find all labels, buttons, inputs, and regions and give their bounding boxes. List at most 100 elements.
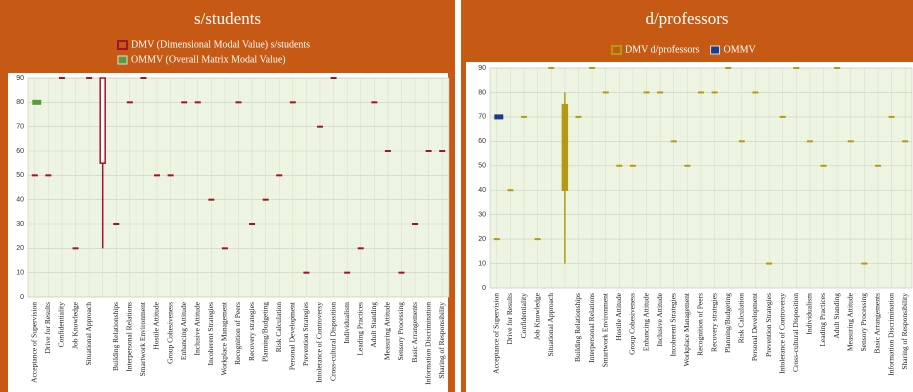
x-tick-label: Acceptance of Supervision	[30, 302, 39, 383]
y-tick-label: 0	[20, 294, 24, 301]
dmv-marker	[72, 247, 79, 250]
dmv-marker	[289, 101, 296, 104]
x-tick-label: Sharing of Responsibility	[900, 293, 909, 370]
x-tick-label: Information Discrimination	[886, 293, 895, 376]
legend-label: DMV d/professors	[625, 44, 700, 55]
dmv-marker	[766, 262, 773, 265]
x-tick-label: Recognition of Peers	[696, 293, 705, 356]
legend-label: DMV (Dimensional Modal Value) s/students	[131, 39, 310, 50]
dmv-marker	[439, 150, 446, 152]
dmv-marker	[698, 91, 704, 94]
dmv-marker	[412, 223, 419, 225]
x-tick-label: Drive for Results	[505, 293, 514, 345]
x-tick-label: Basic Arrangements	[410, 302, 419, 363]
x-tick-label: Smartwork Environment	[138, 301, 147, 376]
legend-swatch	[611, 45, 622, 55]
x-tick-label: Cross-cultural Disposition	[328, 302, 337, 381]
x-tick-label: Building Relationships	[111, 302, 120, 371]
x-tick-label: Measuring Attitude	[383, 301, 392, 360]
x-tick-label: Job Knowledge	[70, 301, 79, 349]
x-tick-label: Recognition of Peers	[233, 302, 242, 365]
dmv-marker	[194, 101, 201, 104]
dmv-marker	[861, 262, 868, 265]
dmv-marker	[31, 174, 38, 177]
dmv-marker	[126, 101, 133, 104]
y-tick-label: 30	[16, 221, 24, 228]
dmv-marker	[113, 223, 120, 225]
dmv-marker	[493, 238, 500, 241]
dmv-marker	[847, 140, 854, 143]
dmv-marker	[303, 271, 310, 274]
x-tick-label: Smartwork Environment	[600, 292, 609, 367]
x-tick-label: Sensory Processing	[859, 293, 868, 352]
dmv-marker	[534, 238, 541, 241]
dmv-marker	[140, 77, 147, 79]
dmv-marker	[779, 115, 786, 118]
x-tick-label: Sharing of Responsibility	[437, 302, 446, 379]
ommv-marker	[32, 99, 42, 105]
dmv-marker	[684, 164, 691, 167]
x-tick-label: Acceptance of Supervision	[492, 293, 501, 374]
dmv-marker	[316, 125, 323, 128]
dmv-marker	[398, 271, 405, 274]
chart-title: s/students	[194, 9, 261, 28]
dmv-marker	[181, 101, 188, 104]
y-tick-label: 80	[478, 89, 486, 96]
dmv-marker	[45, 174, 52, 177]
x-tick-label: Individualism	[805, 293, 814, 335]
x-tick-label: Hostile Attitude	[614, 292, 623, 340]
x-tick-label: Adult Standing	[832, 293, 841, 339]
y-tick-label: 50	[16, 172, 24, 179]
y-tick-label: 60	[478, 138, 486, 145]
dmv-marker	[208, 198, 215, 201]
x-tick-label: Measuring Attitude	[845, 292, 854, 351]
x-tick-label: Sensory Processing	[396, 302, 405, 361]
dmv-marker	[575, 115, 582, 118]
dmv-marker	[902, 140, 909, 143]
dmv-marker	[384, 150, 391, 152]
x-tick-label: Basic Arrangements	[873, 293, 882, 354]
x-tick-label: Information Discrimination	[423, 302, 432, 385]
y-tick-label: 20	[16, 245, 24, 252]
x-tick-label: Adult Standing	[369, 302, 378, 348]
dmv-marker	[58, 77, 65, 79]
x-tick-label: Inclusive Attitude	[655, 292, 664, 346]
dmv-marker	[820, 164, 827, 167]
dmv-marker	[602, 91, 609, 94]
dmv-marker	[154, 174, 161, 177]
x-tick-label: Prevention Strategies	[301, 302, 310, 366]
dmv-marker	[371, 101, 378, 104]
x-tick-label: Leading Practices	[818, 293, 827, 347]
dmv-marker	[629, 164, 636, 167]
x-tick-label: Incoherent Strategies	[668, 293, 677, 357]
dmv-marker	[330, 77, 337, 79]
y-tick-label: 50	[478, 163, 486, 170]
x-tick-label: Cross-cultural Disposition	[791, 293, 800, 372]
x-tick-label: Confidentiality	[519, 293, 528, 339]
x-tick-label: Intolerance of Controversy	[315, 302, 324, 383]
chart-panel: s/students DMV (Dimensional Modal Value) …	[0, 0, 455, 392]
x-tick-label: Interpersonal Relations	[587, 293, 596, 363]
x-tick-label: Personal Development	[288, 301, 297, 370]
x-tick-label: Inclusive Attitude	[192, 301, 201, 355]
y-tick-label: 40	[16, 197, 24, 204]
dmv-marker	[249, 223, 256, 225]
dmv-marker	[888, 115, 895, 118]
dmv-marker	[738, 140, 745, 143]
dmv-marker	[616, 164, 623, 167]
dmv-marker	[86, 77, 93, 79]
x-tick-label: Situational Approach	[546, 293, 555, 357]
chart-panel: d/professors DMV d/professors OMMV Acceptan…	[461, 0, 913, 392]
ommv-marker	[494, 114, 504, 120]
x-tick-label: Job Knowledge	[532, 292, 541, 340]
dmv-marker	[235, 101, 242, 104]
x-tick-label: Group Cohesiveness	[165, 302, 174, 364]
y-tick-label: 80	[16, 99, 24, 106]
x-tick-label: Building Relationships	[573, 293, 582, 362]
x-tick-label: Confidentiality	[57, 302, 66, 348]
x-tick-label: Prevention Strategies	[764, 293, 773, 357]
box-body	[561, 103, 569, 191]
dmv-marker	[589, 67, 596, 69]
legend-swatch	[117, 40, 128, 50]
x-tick-label: Recovery strategies	[709, 293, 718, 352]
